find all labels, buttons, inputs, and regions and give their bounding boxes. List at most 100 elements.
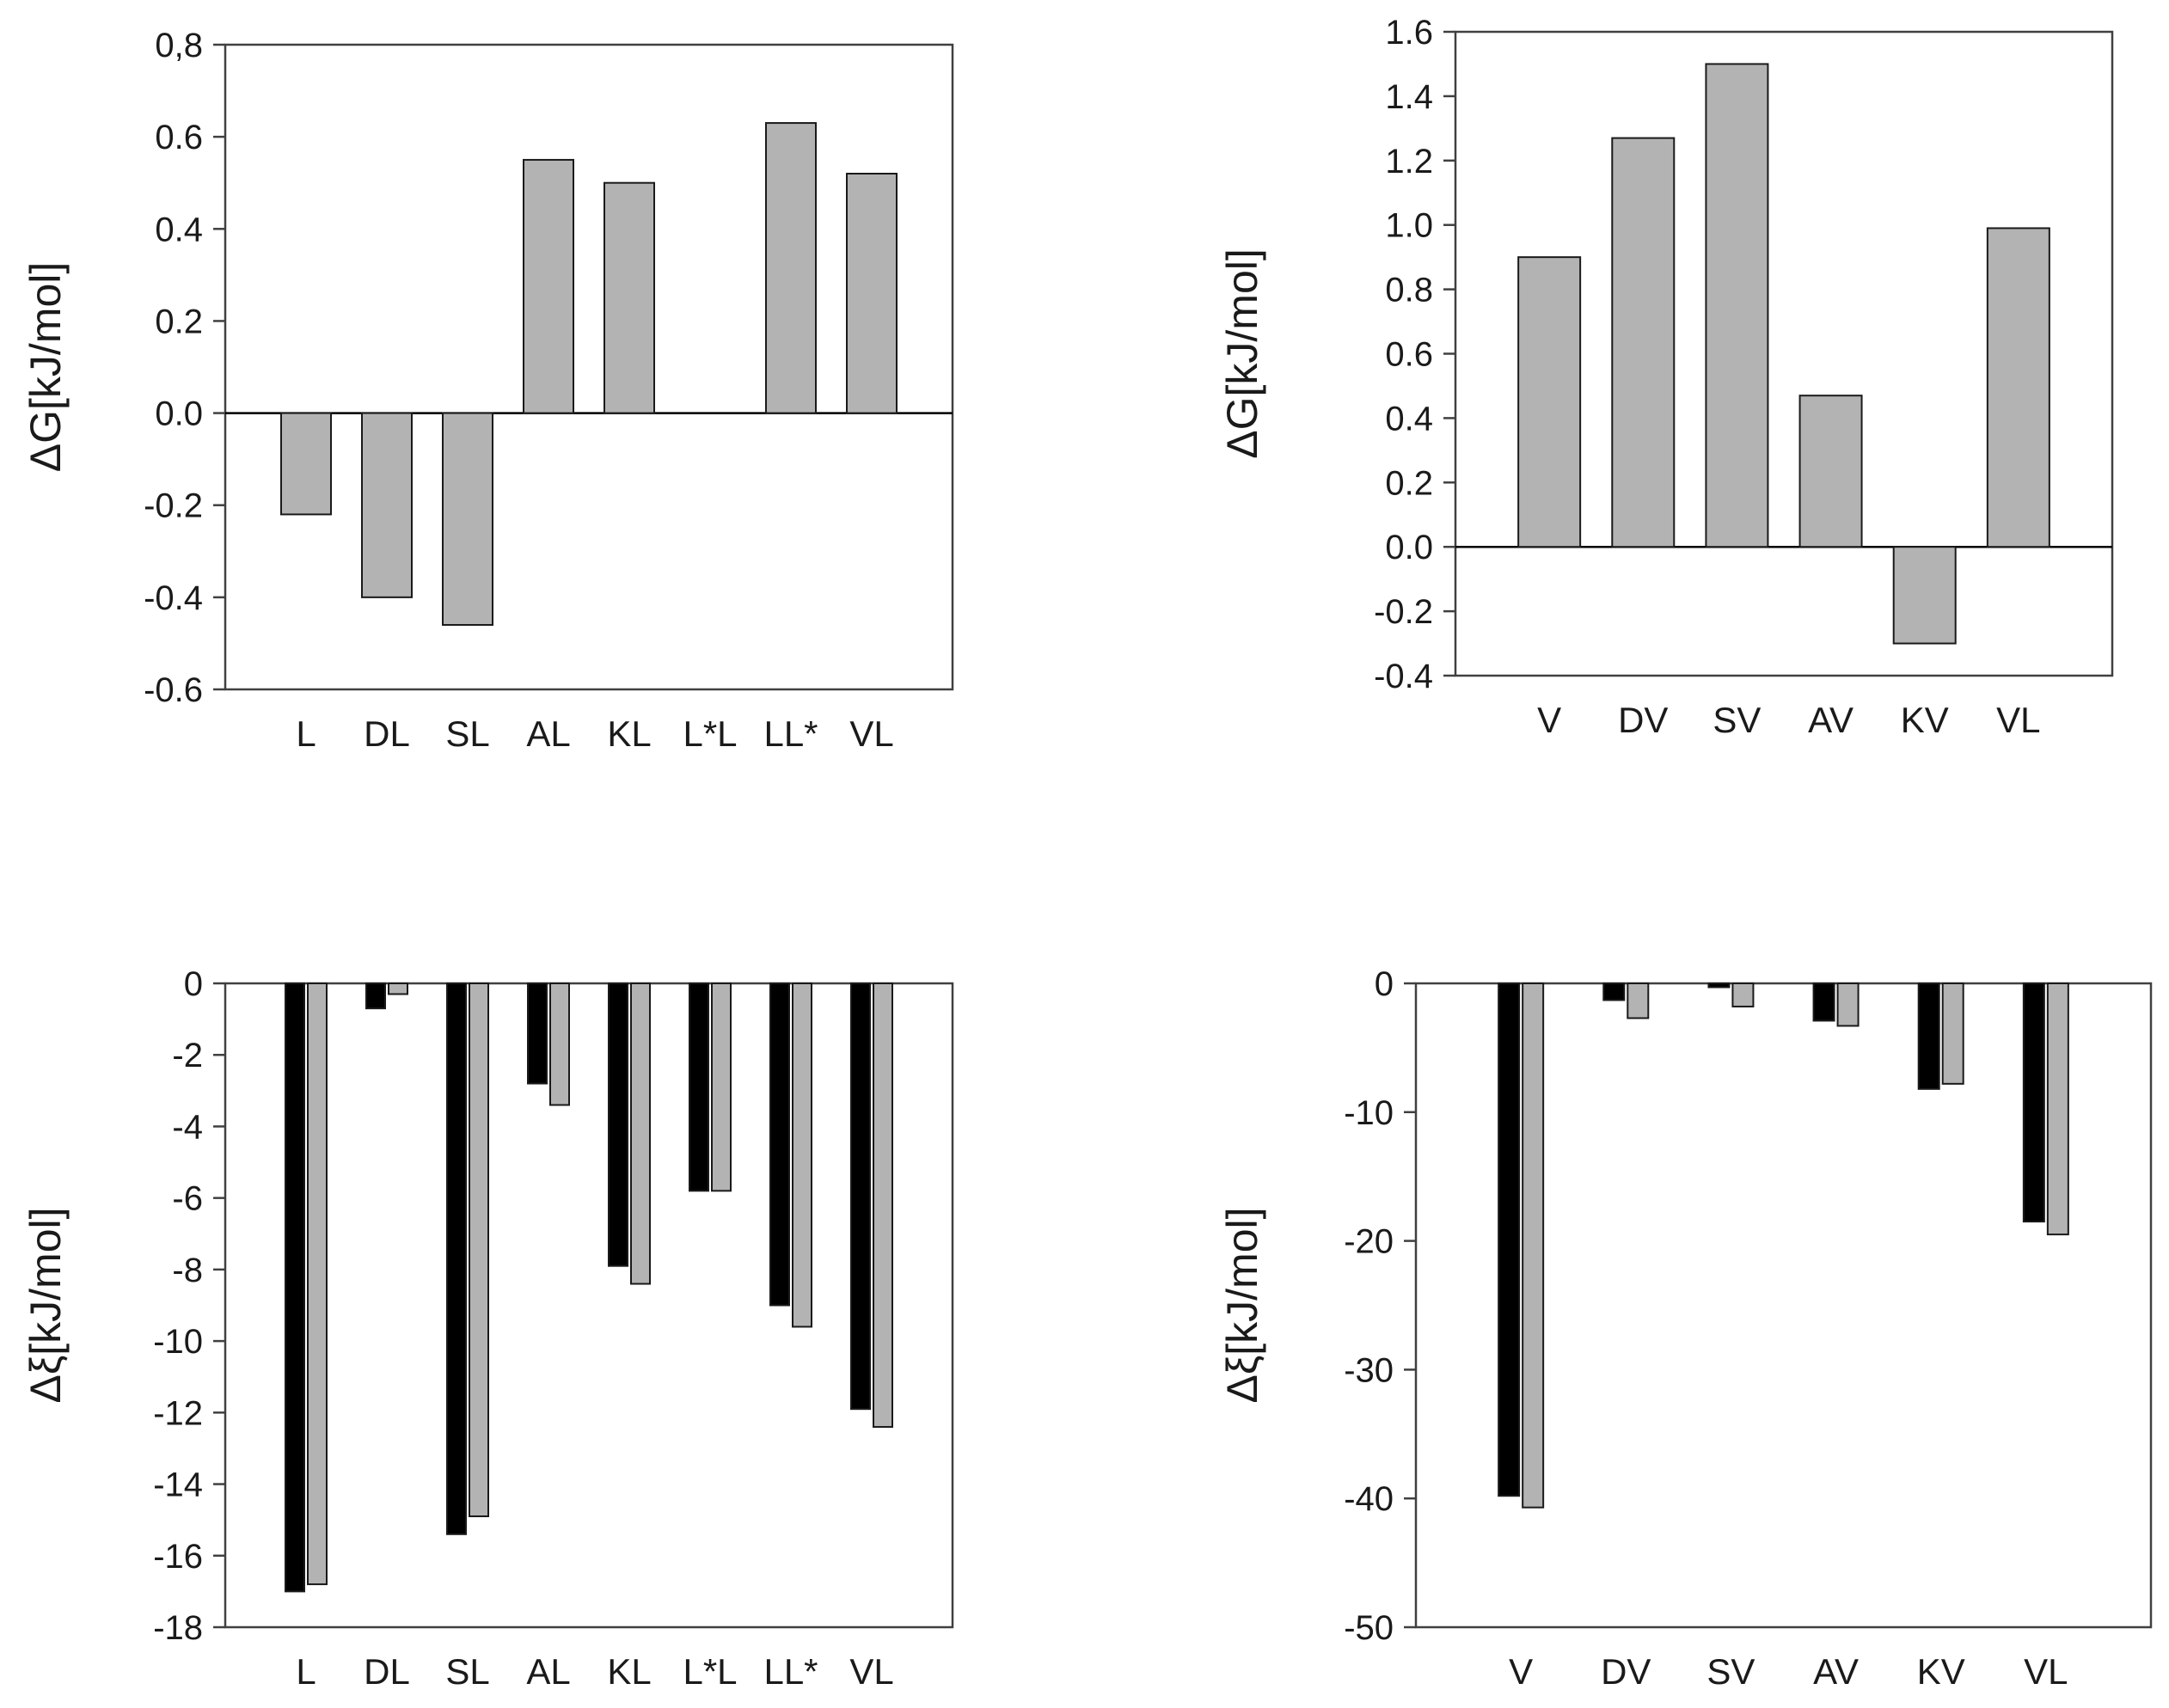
x-tick-label: AV bbox=[1813, 1651, 1859, 1692]
y-tick-label: 0.2 bbox=[1385, 464, 1433, 502]
bar-bottom-left-vl-s1 bbox=[850, 983, 871, 1411]
x-tick-label: V bbox=[1537, 700, 1561, 740]
x-tick-label: VL bbox=[849, 713, 893, 754]
bar-bottom-right-kv-s1 bbox=[1917, 983, 1940, 1090]
chart-top-left: -0.6 -0.4 -0.2 0.0 0.2 0.4 0.6 0,8 L DL SL AL KL L*L L… bbox=[21, 27, 954, 754]
bar-top-left-llstar-s1 bbox=[765, 122, 817, 414]
x-tick-label: KV bbox=[1917, 1651, 1965, 1692]
x-tick-label: V bbox=[1509, 1651, 1533, 1692]
bar-top-right-av-s1 bbox=[1798, 395, 1863, 548]
y-tick-label: -8 bbox=[172, 1252, 203, 1289]
y-tick-label: -0.4 bbox=[1374, 658, 1433, 695]
bar-bottom-right-dv-s1 bbox=[1602, 983, 1626, 1001]
y-tick-label: -14 bbox=[153, 1466, 203, 1504]
bar-top-left-dl-s1 bbox=[361, 412, 413, 598]
plot-frame bbox=[1414, 982, 2153, 1629]
bar-bottom-right-v-s2 bbox=[1522, 983, 1545, 1509]
x-tick-label: SL bbox=[445, 1651, 489, 1692]
bar-top-left-sl-s1 bbox=[442, 412, 493, 627]
bar-bottom-right-sv-s2 bbox=[1731, 983, 1755, 1007]
y-tick-label: 1.4 bbox=[1385, 78, 1433, 116]
y-tick-label: 0.2 bbox=[155, 303, 203, 340]
x-tick-label: AL bbox=[526, 713, 570, 754]
x-tick-label: SV bbox=[1713, 700, 1761, 740]
y-tick-label: 0.0 bbox=[1385, 529, 1433, 566]
bar-bottom-right-kv-s2 bbox=[1941, 983, 1964, 1085]
x-tick-label: DL bbox=[364, 713, 410, 754]
bar-bottom-left-al-s1 bbox=[527, 983, 548, 1085]
plot-frame bbox=[224, 982, 954, 1629]
y-tick-label: -0.2 bbox=[1374, 593, 1433, 631]
x-tick-label: AL bbox=[526, 1651, 570, 1692]
y-tick-label: 1.2 bbox=[1385, 143, 1433, 181]
x-tick-label: LL* bbox=[763, 713, 818, 754]
bar-top-right-kv-s1 bbox=[1892, 546, 1957, 645]
bar-bottom-left-sl-s2 bbox=[469, 983, 489, 1518]
bar-top-right-sv-s1 bbox=[1705, 63, 1769, 548]
x-tick-label: KL bbox=[607, 1651, 651, 1692]
bar-bottom-right-dv-s2 bbox=[1627, 983, 1650, 1019]
bar-bottom-left-kl-s1 bbox=[608, 983, 628, 1267]
x-tick-label: VL bbox=[1996, 700, 2040, 740]
bar-bottom-right-av-s2 bbox=[1836, 983, 1860, 1027]
chart-bottom-left: -18 -16 -14 -12 -10 -8 -6 -4 -2 0 L DL SL AL KL L*L LL* V… bbox=[21, 965, 954, 1692]
bar-bottom-left-al-s2 bbox=[549, 983, 570, 1106]
bar-bottom-left-llstar-s1 bbox=[769, 983, 790, 1307]
x-tick-label: DV bbox=[1618, 700, 1668, 740]
bar-bottom-right-vl-s1 bbox=[2022, 983, 2045, 1223]
bar-bottom-left-lstarl-s1 bbox=[689, 983, 709, 1192]
y-tick-label: 0,8 bbox=[155, 27, 203, 64]
bar-bottom-left-lstarl-s2 bbox=[711, 983, 732, 1192]
y-tick-label: -40 bbox=[1344, 1480, 1394, 1518]
x-tick-label: VL bbox=[849, 1651, 893, 1692]
bar-top-right-v-s1 bbox=[1517, 256, 1582, 548]
x-tick-label: AV bbox=[1808, 700, 1853, 740]
bar-bottom-left-kl-s2 bbox=[630, 983, 651, 1285]
bar-bottom-right-sv-s1 bbox=[1707, 983, 1731, 989]
y-tick-label: 0.8 bbox=[1385, 272, 1433, 309]
y-tick-label: 1.0 bbox=[1385, 207, 1433, 245]
bar-bottom-right-v-s1 bbox=[1498, 983, 1521, 1497]
plot-frame bbox=[224, 43, 954, 691]
bar-bottom-left-llstar-s2 bbox=[792, 983, 812, 1328]
x-tick-label: L*L bbox=[683, 1651, 737, 1692]
bar-bottom-right-av-s1 bbox=[1812, 983, 1835, 1022]
y-tick-label: -0.6 bbox=[144, 671, 203, 709]
y-axis-title: ΔG[kJ/mol] bbox=[21, 262, 70, 473]
y-tick-label: -30 bbox=[1344, 1351, 1394, 1389]
x-tick-label: DV bbox=[1601, 1651, 1651, 1692]
x-tick-label: L*L bbox=[683, 713, 737, 754]
y-tick-label: -20 bbox=[1344, 1223, 1394, 1261]
bar-top-left-al-s1 bbox=[523, 158, 574, 414]
y-tick-label: -12 bbox=[153, 1394, 203, 1432]
y-tick-label: -2 bbox=[172, 1037, 203, 1074]
x-tick-label: LL* bbox=[763, 1651, 818, 1692]
y-tick-label: -18 bbox=[153, 1609, 203, 1647]
x-tick-label: DL bbox=[364, 1651, 410, 1692]
bar-top-left-l-s1 bbox=[280, 412, 332, 516]
y-tick-label: 0 bbox=[184, 965, 203, 1003]
bar-bottom-left-sl-s1 bbox=[446, 983, 467, 1535]
y-axis-title: Δξ[kJ/mol] bbox=[1218, 1207, 1266, 1403]
bar-bottom-right-vl-s2 bbox=[2046, 983, 2069, 1236]
bar-bottom-left-l-s1 bbox=[285, 983, 305, 1593]
x-tick-label: KV bbox=[1901, 700, 1949, 740]
y-tick-label: 0.4 bbox=[155, 211, 203, 248]
y-tick-label: 0.6 bbox=[155, 119, 203, 156]
y-tick-label: 0.6 bbox=[1385, 336, 1433, 374]
x-tick-label: SV bbox=[1706, 1651, 1755, 1692]
chart-top-right: -0.4 -0.2 0.0 0.2 0.4 0.6 0.8 1.0 1.2 1.4 1.6 V DV SV… bbox=[1218, 14, 2114, 740]
y-axis-title: Δξ[kJ/mol] bbox=[21, 1207, 70, 1403]
x-tick-label: VL bbox=[2024, 1651, 2068, 1692]
y-axis-title: ΔG[kJ/mol] bbox=[1218, 248, 1266, 459]
x-tick-label: L bbox=[296, 713, 316, 754]
y-tick-label: 0.4 bbox=[1385, 400, 1433, 438]
bar-top-right-dv-s1 bbox=[1611, 137, 1676, 548]
y-tick-label: 0 bbox=[1375, 965, 1394, 1003]
bar-top-left-vl-s1 bbox=[846, 173, 898, 414]
y-tick-label: 1.6 bbox=[1385, 14, 1433, 52]
bar-bottom-left-vl-s2 bbox=[873, 983, 893, 1428]
y-tick-label: -4 bbox=[172, 1108, 203, 1146]
y-tick-label: -6 bbox=[172, 1180, 203, 1218]
bar-bottom-left-l-s2 bbox=[307, 983, 328, 1586]
